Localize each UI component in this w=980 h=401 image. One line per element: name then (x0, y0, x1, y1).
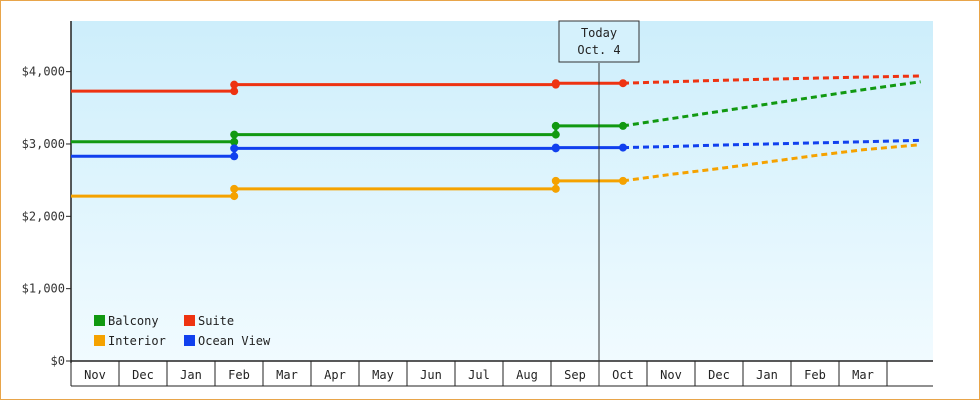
series-point (551, 121, 560, 130)
series-point (230, 144, 239, 153)
x-tick-label: Dec (708, 368, 730, 382)
x-tick-label: Mar (852, 368, 874, 382)
series-forecast-interior (622, 143, 921, 183)
x-tick-label: Sep (564, 368, 586, 382)
series-point (619, 143, 627, 152)
series-point (619, 121, 627, 130)
x-tick-label: May (372, 368, 394, 382)
today-label: Today (581, 26, 617, 40)
series-point (619, 79, 627, 88)
x-tick-label: Jan (180, 368, 202, 382)
series-point (230, 87, 239, 96)
series-point (230, 137, 239, 146)
x-tick-label: Oct (612, 368, 634, 382)
x-tick-label: Nov (660, 368, 682, 382)
series-point (551, 143, 560, 152)
series-history-interior (71, 179, 623, 198)
plot-area (71, 21, 933, 361)
series-point (551, 184, 560, 193)
legend-swatch (184, 315, 195, 326)
series-point (551, 79, 560, 88)
series-point (230, 80, 239, 89)
x-tick-label: Nov (84, 368, 106, 382)
series-point (230, 130, 239, 139)
series-point (619, 176, 627, 185)
series-point (551, 176, 560, 185)
x-axis: Nov Dec Jan Feb Mar Apr May Jun Jul Aug Sep Oct Nov D… (70, 360, 933, 387)
series-point (551, 130, 560, 139)
series-point (230, 152, 239, 161)
series-forecast-suite (622, 74, 921, 85)
x-tick-label: Jul (468, 368, 490, 382)
y-tick-label: $1,000 (22, 282, 65, 296)
x-tick-label: Feb (804, 368, 826, 382)
legend-swatch (184, 335, 195, 346)
legend: Balcony Suite Interior Ocean View (94, 314, 271, 348)
x-tick-label: Feb (228, 368, 250, 382)
y-tick-label: $4,000 (22, 65, 65, 79)
today-date: Oct. 4 (577, 43, 620, 57)
series-history-balcony (71, 124, 623, 144)
x-tick-label: Mar (276, 368, 298, 382)
legend-label: Suite (198, 314, 234, 328)
series-history-ocean-view (71, 146, 623, 158)
x-tick-label: Dec (132, 368, 154, 382)
legend-label: Ocean View (198, 334, 271, 348)
series-point (230, 192, 239, 201)
x-tick-label: Aug (516, 368, 538, 382)
series-forecast-balcony (622, 80, 921, 128)
y-tick-label: $2,000 (22, 209, 65, 223)
today-box (558, 20, 640, 63)
series-forecast-ocean-view (622, 138, 921, 150)
series-point (230, 184, 239, 193)
today-marker: Today Oct. 4 (558, 20, 640, 386)
legend-swatch (94, 315, 105, 326)
x-tick-label: Jun (420, 368, 442, 382)
x-tick-label: Apr (324, 368, 346, 382)
x-tick-label: Jan (756, 368, 778, 382)
y-tick-label: $0 (51, 354, 65, 368)
series-layer (71, 74, 921, 201)
legend-label: Interior (108, 334, 166, 348)
legend-swatch (94, 335, 105, 346)
y-tick-label: $3,000 (22, 137, 65, 151)
legend-label: Balcony (108, 314, 159, 328)
series-history-suite (71, 81, 623, 93)
y-axis: $0 $1,000 $2,000 $3,000 $4,000 (22, 21, 72, 368)
